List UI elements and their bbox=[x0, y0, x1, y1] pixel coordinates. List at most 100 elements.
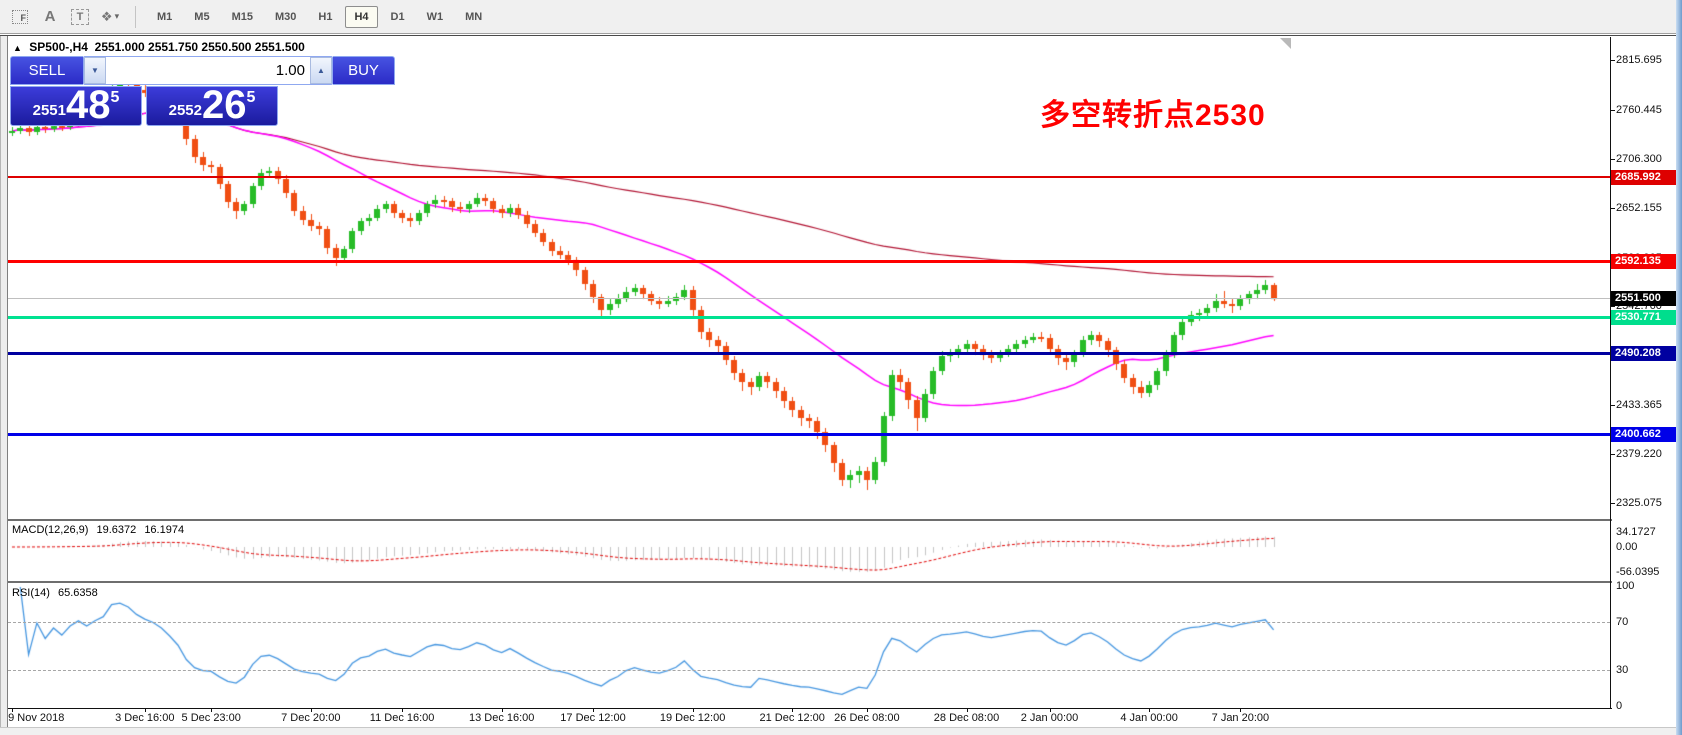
resistance-line-2592[interactable] bbox=[8, 260, 1610, 264]
window-right-border bbox=[1676, 0, 1682, 735]
price-tick-mark bbox=[1610, 503, 1615, 504]
pivot-line-2530[interactable] bbox=[8, 315, 1610, 319]
spinner-down-icon: ▼ bbox=[91, 66, 99, 75]
sell-price-display[interactable]: 2551 48 5 bbox=[10, 83, 142, 127]
timeframe-m5-button[interactable]: M5 bbox=[185, 6, 218, 28]
timeframe-m15-button[interactable]: M15 bbox=[223, 6, 262, 28]
rsi-indicator-canvas[interactable] bbox=[8, 583, 1610, 708]
sell-button[interactable]: SELL bbox=[10, 56, 83, 85]
resistance-line-2592-badge: 2592.135 bbox=[1611, 254, 1677, 270]
price-tick-label: 2652.155 bbox=[1616, 201, 1662, 214]
rsi-axis-label: 0 bbox=[1616, 700, 1623, 712]
date-axis-border bbox=[0, 708, 1612, 709]
indicator-window-button[interactable]: F bbox=[7, 4, 33, 30]
rsi-name: RSI(14) bbox=[12, 587, 50, 599]
macd-label: MACD(12,26,9) 19.6372 16.1974 bbox=[12, 524, 189, 536]
rsi-label: RSI(14) 65.6358 bbox=[12, 587, 103, 599]
price-tick-label: 2433.365 bbox=[1616, 399, 1662, 412]
support-line-2400[interactable] bbox=[8, 433, 1610, 437]
date-tick-mark bbox=[501, 708, 503, 712]
price-tick-mark bbox=[1610, 454, 1615, 456]
collapse-triangle-icon[interactable]: ▲ bbox=[13, 43, 22, 53]
buy-price-pips: 26 bbox=[201, 83, 247, 127]
support-line-2490-badge: 2490.208 bbox=[1611, 346, 1677, 362]
date-tick-label: 7 Dec 20:00 bbox=[281, 712, 341, 724]
date-tick-mark bbox=[402, 708, 404, 712]
date-tick-label: 13 Dec 16:00 bbox=[468, 712, 535, 724]
current-price-line bbox=[8, 298, 1610, 300]
ohlc-values: 2551.000 2551.750 2550.500 2551.500 bbox=[94, 40, 305, 54]
date-tick-label: 7 Jan 20:00 bbox=[1211, 712, 1270, 724]
date-tick-mark bbox=[310, 708, 312, 712]
volume-spinner: ▼ ▲ bbox=[83, 56, 333, 85]
timeframe-group: M1 M5 M15 M30 H1 H4 D1 W1 MN bbox=[146, 5, 493, 28]
macd-name: MACD(12,26,9) bbox=[12, 524, 89, 536]
macd-axis-label: 0.00 bbox=[1616, 541, 1638, 553]
support-line-2490[interactable] bbox=[8, 352, 1610, 356]
timeframe-h4-button[interactable]: H4 bbox=[345, 5, 378, 28]
date-tick-label: 26 Dec 08:00 bbox=[834, 712, 900, 724]
rsi-level-30-line bbox=[8, 670, 1610, 671]
sell-price-pips: 48 bbox=[65, 83, 111, 127]
chart-title: ▲ SP500-,H4 2551.000 2551.750 2550.500 2… bbox=[13, 40, 305, 54]
date-tick-label: 4 Jan 00:00 bbox=[1120, 712, 1178, 724]
price-axis-border bbox=[1610, 37, 1611, 709]
macd-signal-value: 16.1974 bbox=[144, 524, 185, 536]
price-tick-mark bbox=[1610, 306, 1615, 308]
chart-text-annotation[interactable]: 多空转折点2530 bbox=[1040, 99, 1266, 132]
date-tick-label: 17 Dec 12:00 bbox=[560, 712, 626, 724]
chart-shift-marker[interactable] bbox=[1280, 38, 1291, 49]
buy-price-fraction: 5 bbox=[246, 89, 256, 106]
timeframe-h1-button[interactable]: H1 bbox=[309, 6, 341, 28]
buy-price-display[interactable]: 2552 26 5 bbox=[146, 83, 278, 127]
text-box-button[interactable]: T bbox=[67, 4, 93, 30]
price-tick-label: 2325.075 bbox=[1616, 497, 1662, 509]
timeframe-m1-button[interactable]: M1 bbox=[148, 6, 181, 28]
date-tick-mark bbox=[1240, 708, 1242, 712]
price-tick-mark bbox=[1610, 60, 1615, 61]
toolbar-separator bbox=[135, 5, 136, 28]
buy-button[interactable]: BUY bbox=[333, 56, 395, 85]
dotted-grid-f-icon: F bbox=[12, 9, 28, 24]
text-label-button[interactable]: A bbox=[37, 4, 63, 30]
date-tick-mark bbox=[692, 708, 694, 712]
rsi-level-70-line bbox=[8, 622, 1610, 623]
volume-decrease-button[interactable]: ▼ bbox=[84, 57, 106, 84]
date-tick-mark bbox=[593, 708, 594, 712]
date-tick-label: 3 Dec 16:00 bbox=[115, 712, 175, 724]
date-tick-label: 2 Jan 00:00 bbox=[1020, 712, 1079, 724]
macd-indicator-canvas[interactable] bbox=[8, 521, 1610, 581]
rsi-value: 65.6358 bbox=[57, 587, 98, 599]
volume-input[interactable] bbox=[106, 57, 310, 84]
sell-price-base: 2551 bbox=[32, 102, 66, 119]
date-tick-label: 21 Dec 12:00 bbox=[759, 712, 825, 724]
timeframe-w1-button[interactable]: W1 bbox=[418, 6, 453, 28]
date-tick-label: 11 Dec 16:00 bbox=[369, 712, 435, 724]
pivot-line-2530-badge: 2530.771 bbox=[1611, 309, 1677, 325]
date-tick-mark bbox=[866, 708, 868, 712]
rsi-axis-label: 70 bbox=[1616, 616, 1629, 628]
date-tick-mark bbox=[211, 708, 213, 712]
date-tick-mark bbox=[1149, 708, 1151, 712]
timeframe-mn-button[interactable]: MN bbox=[456, 6, 491, 28]
current-price-line-badge: 2551.500 bbox=[1611, 291, 1677, 307]
price-tick-label: 2760.445 bbox=[1616, 103, 1662, 116]
date-tick-label: 19 Dec 12:00 bbox=[659, 712, 726, 724]
window-left-border bbox=[0, 36, 8, 735]
shapes-dropdown-button[interactable]: ❖ ▾ bbox=[97, 4, 123, 30]
rsi-axis-label: 100 bbox=[1616, 580, 1635, 592]
macd-axis-label: -56.0395 bbox=[1616, 565, 1660, 578]
timeframe-m30-button[interactable]: M30 bbox=[266, 6, 305, 28]
macd-axis-label: 34.1727 bbox=[1616, 525, 1656, 538]
date-tick-label: 28 Dec 08:00 bbox=[933, 712, 1000, 724]
sell-price-fraction: 5 bbox=[110, 89, 120, 106]
date-tick-mark bbox=[1049, 708, 1051, 712]
symbol-period-label: SP500-,H4 bbox=[29, 40, 88, 54]
spinner-up-icon: ▲ bbox=[317, 66, 325, 75]
shapes-icon: ❖ bbox=[100, 8, 113, 24]
support-line-2400-badge: 2400.662 bbox=[1611, 427, 1677, 443]
resistance-line-2686[interactable] bbox=[8, 176, 1610, 179]
timeframe-d1-button[interactable]: D1 bbox=[382, 6, 414, 28]
volume-increase-button[interactable]: ▲ bbox=[310, 57, 332, 84]
price-tick-label: 2379.220 bbox=[1616, 448, 1662, 461]
